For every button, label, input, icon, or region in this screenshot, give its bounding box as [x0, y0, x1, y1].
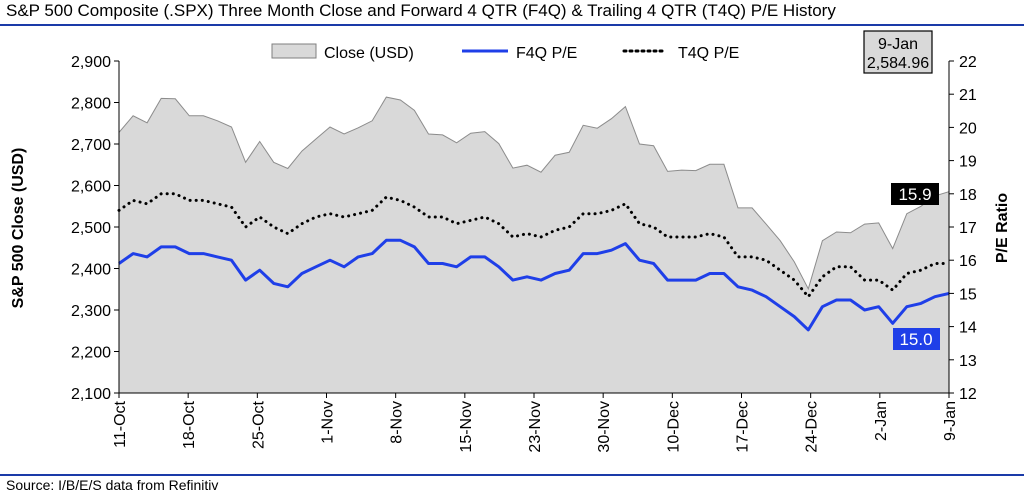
y2-tick-label: 16 [959, 253, 977, 270]
y-tick-label: 2,700 [71, 137, 111, 154]
chart-title: S&P 500 Composite (.SPX) Three Month Clo… [6, 1, 836, 20]
y2-tick-label: 13 [959, 353, 977, 370]
y2-tick-label: 21 [959, 87, 977, 104]
x-tick-label: 10-Dec [665, 401, 682, 453]
y-tick-label: 2,300 [71, 303, 111, 320]
x-tick-label: 1-Nov [320, 401, 337, 444]
t4q-last-label: 15.9 [898, 185, 931, 204]
y2-axis-title: P/E Ratio [994, 193, 1011, 263]
t4q-last-badge: 15.9 [891, 183, 939, 205]
f4q-line [118, 238, 950, 332]
y2-tick-label: 18 [959, 187, 977, 204]
f4q-last-badge: 15.0 [893, 328, 940, 350]
source-note: Source: I/B/E/S data from Refinitiv [6, 477, 219, 493]
x-tick-label: 25-Oct [250, 400, 267, 449]
legend-label-f4q: F4Q P/E [516, 45, 577, 62]
legend-label-t4q: T4Q P/E [678, 45, 739, 62]
legend: Close (USD) F4Q P/E T4Q P/E [271, 43, 739, 62]
legend-swatch-close [271, 43, 317, 59]
y-tick-label: 2,900 [71, 54, 111, 71]
legend-label-close: Close (USD) [324, 45, 414, 62]
latest-close-label: 2,584.96 [867, 55, 929, 72]
x-tick-label: 11-Oct [112, 400, 129, 447]
top-rule [0, 24, 1024, 26]
y-tick-label: 2,400 [71, 262, 111, 279]
bottom-rule [0, 474, 1024, 476]
y-tick-label: 2,500 [71, 220, 111, 237]
x-tick-label: 15-Nov [458, 401, 475, 453]
y2-tick-label: 12 [959, 386, 977, 403]
x-tick-label: 30-Nov [596, 401, 613, 453]
y-tick-label: 2,800 [71, 96, 111, 113]
x-tick-label: 23-Nov [527, 401, 544, 453]
x-tick-label: 18-Oct [181, 400, 198, 449]
x-tick-label: 17-Dec [735, 401, 752, 453]
y-axis-title: S&P 500 Close (USD) [10, 148, 27, 309]
x-tick-label: 9-Jan [942, 401, 959, 441]
y2-tick-label: 22 [959, 54, 977, 71]
y2-tick-label: 14 [959, 320, 977, 337]
x-tick-label: 8-Nov [389, 401, 406, 444]
y-tick-label: 2,200 [71, 345, 111, 362]
y-tick-label: 2,600 [71, 179, 111, 196]
y-tick-label: 2,100 [71, 386, 111, 403]
chart-svg: 2,100 2,200 2,300 2,400 2,500 2,600 2,700 2,800… [10, 30, 1011, 453]
y2-tick-label: 19 [959, 154, 977, 171]
x-tick-label: 24-Dec [804, 401, 821, 453]
latest-close-box: 9-Jan 2,584.96 [863, 30, 933, 74]
f4q-last-label: 15.0 [899, 330, 932, 349]
latest-date-label: 9-Jan [878, 36, 918, 53]
y2-tick-label: 17 [959, 220, 977, 237]
close-area [118, 96, 950, 394]
x-tick-label: 2-Jan [873, 401, 890, 441]
y2-tick-label: 15 [959, 286, 977, 303]
y2-tick-label: 20 [959, 120, 977, 137]
t4q-line [117, 192, 951, 300]
